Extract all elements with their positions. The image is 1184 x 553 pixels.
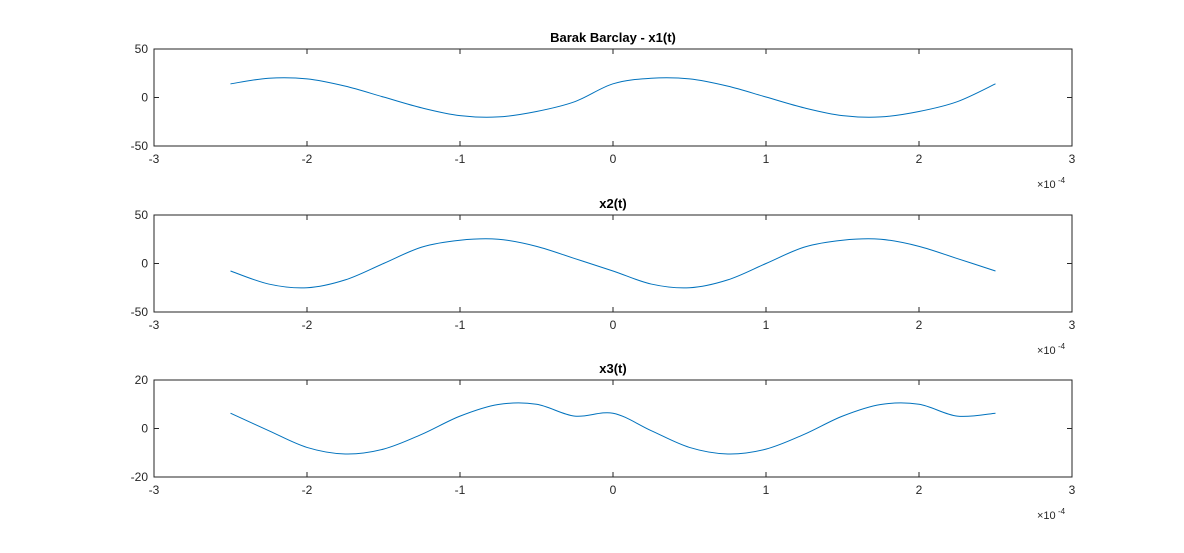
series-line [230,238,996,289]
x-tick-label: 2 [916,483,923,497]
x-tick-label: 1 [763,318,770,332]
y-tick-label: -20 [131,470,149,484]
x-tick-label: 2 [916,152,923,166]
axes-frame [153,214,1073,313]
x-tick-label: 0 [610,152,617,166]
x-tick-label: -2 [302,152,313,166]
series-line [230,402,996,455]
y-tick-label: -50 [131,305,149,319]
x-tick-label: 0 [610,483,617,497]
y-tick-label: 20 [135,373,149,387]
x-tick-label: -1 [455,152,466,166]
x-tick-label: -3 [149,483,160,497]
x-tick-label: 0 [610,318,617,332]
y-tick-label: 50 [135,208,149,222]
y-tick-label: 0 [141,91,148,105]
x-tick-label: -2 [302,318,313,332]
x-tick-label: -2 [302,483,313,497]
x-exponent-power: -4 [1058,507,1066,516]
y-tick-label: 0 [141,422,148,436]
y-tick-label: -50 [131,139,149,153]
chart-title: x3(t) [599,361,626,376]
x-exponent-power: -4 [1058,176,1066,185]
x-tick-label: -1 [455,483,466,497]
x-tick-label: 3 [1069,152,1076,166]
chart-title: Barak Barclay - x1(t) [550,30,676,45]
x-tick-label: 2 [916,318,923,332]
subplot-x1: Barak Barclay - x1(t) -3 -2 -1 0 1 2 3 -50 0 50 ×10… [131,30,1076,191]
x-exponent-base: ×10 [1037,510,1056,522]
chart-title: x2(t) [599,196,626,211]
x-exponent-power: -4 [1058,342,1066,351]
x-tick-label: 3 [1069,318,1076,332]
subplot-x3: x3(t) -3 -2 -1 0 1 2 3 -20 0 20 ×10 -4 [131,361,1076,522]
x-tick-label: -1 [455,318,466,332]
y-tick-label: 0 [141,257,148,271]
axes-frame [153,48,1073,147]
x-tick-label: 3 [1069,483,1076,497]
x-exponent-base: ×10 [1037,179,1056,191]
subplot-x2: x2(t) -3 -2 -1 0 1 2 3 -50 0 50 ×10 -4 [131,196,1076,357]
x-tick-label: 1 [763,152,770,166]
axes-frame [153,379,1073,478]
y-tick-label: 50 [135,42,149,56]
x-exponent-base: ×10 [1037,345,1056,357]
x-tick-label: -3 [149,152,160,166]
x-tick-label: -3 [149,318,160,332]
x-tick-label: 1 [763,483,770,497]
series-line [230,77,996,118]
